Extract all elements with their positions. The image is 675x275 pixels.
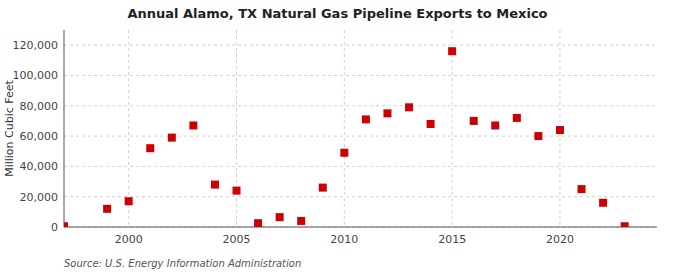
point [211,181,219,189]
point [362,115,370,123]
x-axis-line [64,227,657,228]
x-tick-label: 2010 [330,233,358,246]
point [103,205,111,213]
y-tick-label: 100,000 [13,69,59,82]
x-grid-line [452,30,453,227]
point [513,114,521,122]
y-tick-label: 0 [51,221,58,234]
point [276,213,284,221]
x-tick-label: 2020 [546,233,574,246]
point [534,132,542,140]
y-tick-label: 20,000 [20,191,59,204]
x-tick-label: 2000 [115,233,143,246]
points [64,47,629,227]
y-axis-label: Million Cubic Feet [3,79,16,176]
y-tick-label: 120,000 [13,39,59,52]
point [146,144,154,152]
point [405,103,413,111]
point [189,121,197,129]
point [578,185,586,193]
title: Annual Alamo, TX Natural Gas Pipeline Ex… [127,6,547,21]
y-grid-line [64,105,657,106]
point [340,149,348,157]
point [448,47,456,55]
point [556,126,564,134]
chart: Annual Alamo, TX Natural Gas Pipeline Ex… [0,0,675,275]
point [383,109,391,117]
axes: 0 20,000 40,000 60,000 80,000 100,000 120,000 2… [13,30,658,246]
point [254,219,262,227]
point [297,217,305,225]
point [599,199,607,207]
point [427,120,435,128]
y-axis-line [64,30,65,227]
x-tick-label: 2015 [438,233,466,246]
point [491,121,499,129]
point [233,187,241,195]
point [125,197,133,205]
x-tick-label: 2005 [223,233,251,246]
point [621,222,629,227]
y-tick-label: 60,000 [20,130,59,143]
y-grid-line [64,75,657,76]
point [470,117,478,125]
grid [64,30,657,227]
x-grid-line [236,30,237,227]
y-grid-line [64,45,657,46]
source: Source: U.S. Energy Information Administ… [64,258,301,269]
y-grid-line [64,227,657,228]
point [168,134,176,142]
point [64,222,68,227]
y-tick-label: 40,000 [20,160,59,173]
y-grid-line [64,196,657,197]
y-tick-label: 80,000 [20,100,59,113]
y-grid-line [64,166,657,167]
y-grid-line [64,136,657,137]
x-grid-line [344,30,345,227]
point [319,184,327,192]
